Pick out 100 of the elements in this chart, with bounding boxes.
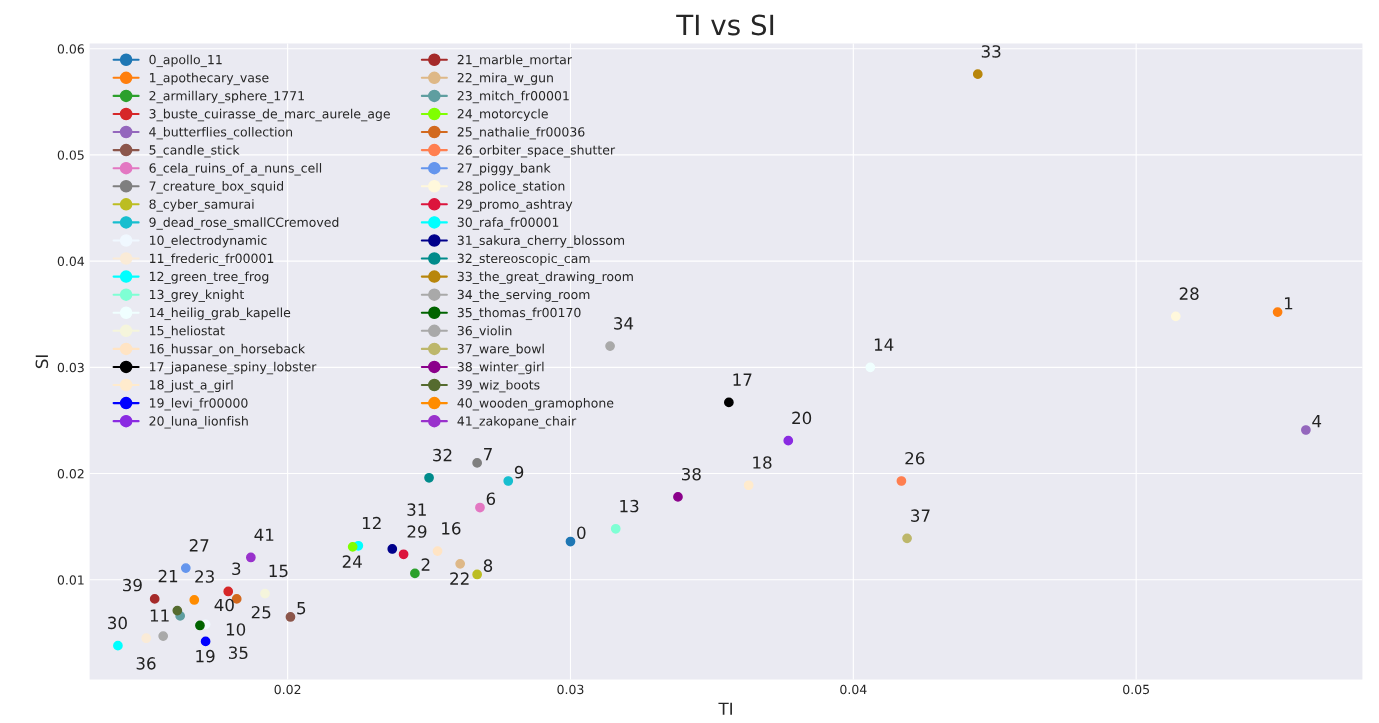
x-tick-label: 0.03: [557, 684, 584, 695]
annotation: 31: [407, 503, 426, 516]
legend-label: 0_apollo_11: [149, 54, 222, 68]
legend-label: 30_rafa_fr00001: [457, 217, 559, 230]
chart-title: TI vs SI: [676, 14, 774, 36]
annotation: 18: [753, 456, 772, 469]
y-tick-label: 0.02: [57, 469, 84, 479]
annotation: 1: [1284, 297, 1293, 310]
annotation: 19: [196, 649, 215, 663]
annotation: 28: [1179, 287, 1199, 300]
annotation: 41: [254, 528, 274, 541]
legend-label: 9_dead_rose_smallCCremoved: [149, 217, 339, 230]
annotation: 6: [486, 492, 496, 506]
point: [410, 568, 420, 579]
annotation: 35: [228, 646, 248, 660]
legend-label: 25_nathalie_fr00036: [457, 126, 585, 140]
point: [565, 536, 576, 547]
legend-label: 34_the_serving_room: [457, 289, 590, 302]
point: [195, 620, 205, 631]
legend-label: 6_cela_ruins_of_a_nuns_cell: [149, 163, 322, 176]
legend-label: 41_zakopane_chair: [457, 416, 577, 429]
annotation: 4: [1312, 415, 1322, 428]
point: [158, 631, 169, 641]
annotation: 29: [407, 525, 427, 538]
annotation: 12: [362, 516, 381, 530]
annotation: 36: [136, 657, 156, 670]
x-tick-label: 0.02: [274, 684, 301, 695]
legend-label: 5_candle_stick: [149, 144, 240, 158]
legend-label: 33_the_great_drawing_room: [457, 271, 633, 284]
legend-label: 27_piggy_bank: [457, 163, 551, 176]
annotation: 33: [981, 45, 1001, 58]
legend-label: 8_cyber_samurai: [149, 199, 254, 212]
y-tick-label: 0.01: [57, 575, 84, 585]
y-tick-label: 0.05: [57, 150, 84, 160]
point: [432, 546, 443, 556]
annotation: 37: [911, 509, 930, 522]
point: [149, 594, 160, 604]
point: [1301, 425, 1311, 435]
annotation: 25: [251, 605, 271, 619]
legend-label: 16_hussar_on_horseback: [149, 343, 306, 357]
annotation: 2: [421, 558, 430, 571]
legend-label: 19_levi_fr00000: [149, 397, 248, 411]
point: [503, 476, 514, 486]
annotation: 16: [442, 522, 461, 535]
legend-label: 39_wiz_boots: [457, 379, 540, 393]
annotation: 27: [189, 539, 209, 552]
annotation: 21: [158, 569, 178, 583]
annotation: 34: [614, 317, 634, 330]
point: [172, 605, 183, 616]
legend-label: 37_ware_bowl: [457, 343, 544, 357]
point: [783, 435, 794, 446]
point: [1272, 307, 1283, 317]
annotation: 20: [792, 411, 812, 425]
point: [610, 523, 621, 534]
legend-label: 21_marble_mortar: [457, 54, 572, 68]
annotation: 3: [232, 562, 241, 576]
point: [455, 558, 466, 569]
y-tick-label: 0.04: [57, 256, 85, 267]
legend-label: 12_green_tree_frog: [149, 271, 269, 284]
point: [398, 549, 409, 560]
legend-label: 40_wooden_gramophone: [457, 397, 614, 411]
point: [189, 595, 200, 605]
point: [475, 502, 485, 513]
legend-label: 24_motorcycle: [457, 108, 548, 122]
x-axis-title: TI: [718, 702, 732, 715]
annotation: 7: [484, 448, 492, 461]
annotation: 15: [269, 564, 288, 578]
legend-label: 4_butterflies_collection: [149, 126, 293, 140]
annotation: 5: [297, 602, 306, 615]
point: [673, 492, 683, 502]
point: [472, 569, 482, 580]
annotation: 26: [905, 451, 925, 465]
annotation: 14: [874, 338, 894, 351]
legend-label: 20_luna_lionfish: [149, 416, 248, 429]
annotation: 10: [226, 623, 246, 636]
legend-label: 29_promo_ashtray: [457, 199, 573, 212]
legend-label: 2_armillary_sphere_1771: [149, 90, 304, 104]
annotation: 0: [577, 526, 586, 539]
legend-label: 17_japanese_spiny_lobster: [149, 361, 317, 375]
legend-label: 23_mitch_fr00001: [457, 90, 569, 104]
annotation: 13: [620, 499, 639, 513]
annotation: 17: [733, 373, 752, 386]
annotation: 9: [514, 465, 524, 479]
point: [743, 480, 754, 491]
point: [223, 586, 234, 597]
y-axis-title: SI: [35, 355, 49, 369]
annotation: 23: [195, 570, 214, 583]
legend-label: 36_violin: [457, 325, 512, 339]
point: [424, 472, 434, 483]
legend-label: 35_thomas_fr00170: [457, 307, 581, 321]
point: [113, 640, 123, 651]
legend-label: 32_stereoscopic_cam: [457, 253, 590, 266]
x-tick-label: 0.04: [840, 684, 867, 695]
legend-label: 14_heilig_grab_kapelle: [149, 307, 291, 321]
legend-label: 3_buste_cuirasse_de_marc_aurele_age: [149, 108, 390, 122]
point: [200, 636, 211, 647]
annotation: 22: [450, 572, 469, 585]
legend-label: 38_winter_girl: [457, 361, 544, 375]
legend-label: 13_grey_knight: [149, 289, 244, 302]
legend-label: 26_orbiter_space_shutter: [457, 144, 616, 158]
